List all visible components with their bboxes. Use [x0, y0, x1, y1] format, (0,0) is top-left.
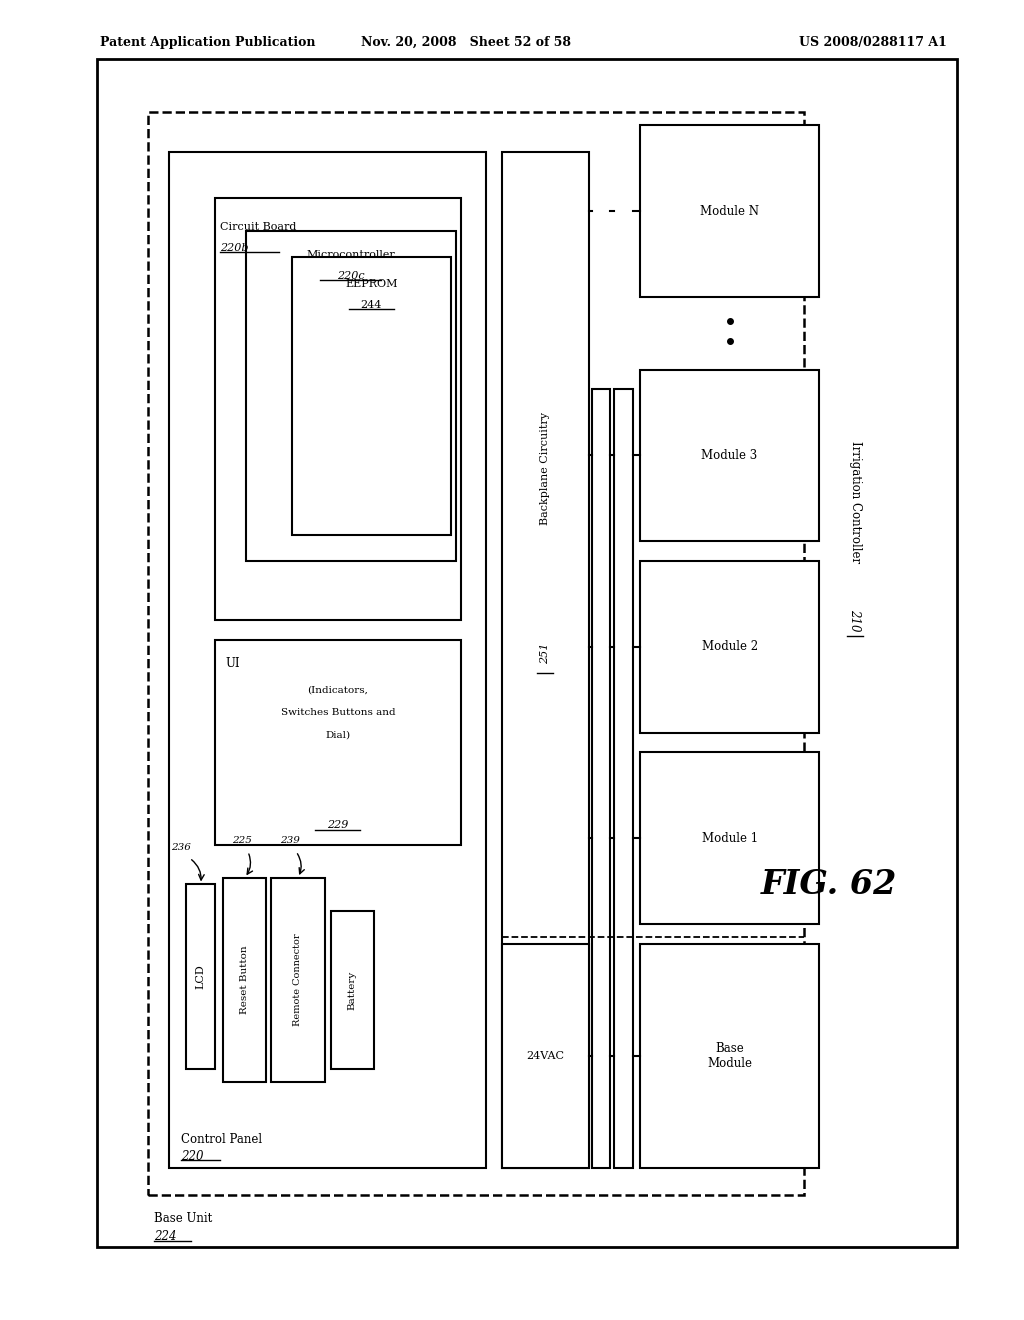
Text: 24VAC: 24VAC — [526, 1051, 564, 1061]
Text: 220c: 220c — [337, 271, 365, 281]
Bar — [97, 59, 957, 1247]
Bar — [148, 112, 804, 1195]
Bar — [640, 944, 819, 1168]
Text: Base Unit: Base Unit — [154, 1212, 212, 1225]
Text: 229: 229 — [328, 820, 348, 830]
Text: Circuit Board: Circuit Board — [220, 222, 297, 232]
Bar — [215, 640, 461, 845]
Text: Backplane Circuitry: Backplane Circuitry — [541, 412, 550, 525]
Bar — [592, 389, 610, 1168]
Text: Reset Button: Reset Button — [241, 946, 249, 1014]
Bar — [640, 752, 819, 924]
Text: Module N: Module N — [700, 205, 759, 218]
Bar — [186, 884, 215, 1069]
Bar — [502, 944, 589, 1168]
Text: Patent Application Publication: Patent Application Publication — [100, 36, 315, 49]
Text: LCD: LCD — [196, 965, 206, 989]
Bar — [614, 389, 633, 1168]
Text: US 2008/0288117 A1: US 2008/0288117 A1 — [800, 36, 947, 49]
Text: 251: 251 — [541, 643, 550, 664]
Text: Remote Connector: Remote Connector — [294, 933, 302, 1027]
Bar — [223, 878, 266, 1082]
Text: Module 1: Module 1 — [701, 832, 758, 845]
Text: Switches Buttons and: Switches Buttons and — [281, 709, 395, 717]
Text: 220b: 220b — [220, 243, 249, 253]
Text: Control Panel: Control Panel — [181, 1133, 262, 1146]
Text: Module 2: Module 2 — [701, 640, 758, 653]
Text: 236: 236 — [171, 843, 191, 851]
Text: 225: 225 — [231, 837, 252, 845]
Bar — [292, 257, 451, 535]
Bar — [215, 198, 461, 620]
Text: Nov. 20, 2008   Sheet 52 of 58: Nov. 20, 2008 Sheet 52 of 58 — [360, 36, 571, 49]
Bar — [640, 561, 819, 733]
Text: UI: UI — [225, 657, 240, 671]
Text: 239: 239 — [280, 837, 300, 845]
Bar — [640, 125, 819, 297]
Text: 224: 224 — [154, 1230, 176, 1243]
Bar — [169, 152, 486, 1168]
Text: Microcontroller: Microcontroller — [306, 249, 395, 260]
Bar — [331, 911, 374, 1069]
Text: FIG. 62: FIG. 62 — [761, 869, 898, 900]
Bar — [271, 878, 325, 1082]
Text: Dial): Dial) — [326, 731, 350, 739]
Text: 210: 210 — [849, 609, 861, 632]
Text: 244: 244 — [360, 300, 382, 310]
Text: Irrigation Controller: Irrigation Controller — [849, 441, 861, 562]
Bar — [640, 370, 819, 541]
Bar — [246, 231, 456, 561]
Text: (Indicators,: (Indicators, — [307, 686, 369, 694]
Text: Base
Module: Base Module — [708, 1041, 752, 1071]
Text: Battery: Battery — [348, 970, 356, 1010]
Text: 220: 220 — [181, 1150, 204, 1163]
Bar — [502, 152, 589, 1168]
Text: Module 3: Module 3 — [701, 449, 758, 462]
Text: EEPROM: EEPROM — [345, 279, 397, 289]
